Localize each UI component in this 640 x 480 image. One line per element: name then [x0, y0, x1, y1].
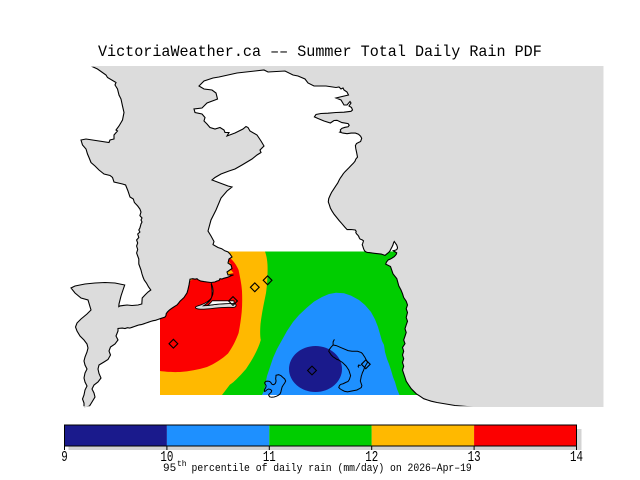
svg-text:percentile of daily rain (mm/d: percentile of daily rain (mm/day) on 202… [192, 463, 472, 476]
svg-text:10: 10 [160, 448, 173, 465]
svg-text:14: 14 [570, 448, 583, 465]
svg-text:12: 12 [365, 448, 378, 465]
svg-text:13: 13 [468, 448, 481, 465]
svg-text:95: 95 [163, 463, 176, 475]
svg-text:VictoriaWeather.ca –– Summer T: VictoriaWeather.ca –– Summer Total Daily… [98, 43, 542, 61]
svg-text:11: 11 [263, 448, 276, 465]
svg-text:th: th [177, 460, 187, 469]
svg-text:9: 9 [61, 448, 67, 465]
